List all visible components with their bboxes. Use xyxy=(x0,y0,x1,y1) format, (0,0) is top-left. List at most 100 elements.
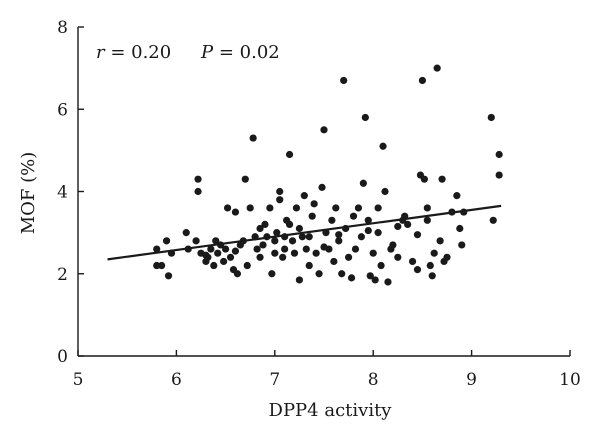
data-point xyxy=(212,237,220,245)
data-point xyxy=(268,270,276,278)
data-point xyxy=(220,257,228,266)
data-point xyxy=(433,64,441,72)
data-point xyxy=(226,253,235,261)
data-point xyxy=(300,192,308,200)
data-point xyxy=(214,249,222,257)
y-tick-label: 8 xyxy=(57,18,68,38)
x-tick-label: 9 xyxy=(466,370,477,390)
data-point xyxy=(318,183,326,191)
axes xyxy=(77,27,570,357)
data-point xyxy=(310,200,318,208)
data-point xyxy=(340,76,348,85)
data-point xyxy=(194,175,202,183)
x-tick-label: 8 xyxy=(368,370,379,390)
data-point xyxy=(153,245,161,253)
data-point xyxy=(351,245,360,253)
data-point xyxy=(202,251,210,259)
data-point xyxy=(377,261,385,270)
data-point xyxy=(345,253,353,261)
data-point xyxy=(332,204,340,212)
data-point xyxy=(357,233,365,241)
data-point xyxy=(361,113,369,122)
data-point xyxy=(335,237,343,245)
data-point xyxy=(210,261,218,270)
data-point xyxy=(249,134,257,142)
x-axis-title: DPP4 activity xyxy=(269,400,393,421)
data-point xyxy=(374,229,382,237)
data-point xyxy=(271,249,279,257)
data-point xyxy=(389,241,397,249)
data-point xyxy=(320,243,328,251)
data-point xyxy=(369,249,377,257)
data-point xyxy=(366,272,374,280)
data-point xyxy=(273,229,281,237)
x-tick-label: 7 xyxy=(269,370,280,390)
data-point xyxy=(279,253,287,261)
data-point xyxy=(328,216,336,224)
data-point xyxy=(379,142,387,150)
data-point xyxy=(285,150,294,159)
data-point xyxy=(335,231,343,239)
data-point xyxy=(394,222,402,231)
data-point xyxy=(404,220,412,228)
data-point xyxy=(259,241,267,249)
data-point xyxy=(305,261,313,270)
data-point xyxy=(315,270,323,278)
data-point xyxy=(288,237,297,245)
r-symbol: r xyxy=(96,42,106,63)
y-tick-label: 2 xyxy=(57,265,68,285)
data-point xyxy=(241,175,249,183)
p-value-annotation: P = 0.02 xyxy=(200,42,280,63)
data-point xyxy=(426,261,434,270)
data-point xyxy=(243,261,251,270)
data-point xyxy=(256,253,264,261)
data-point xyxy=(495,150,503,159)
data-point xyxy=(456,224,464,233)
data-point xyxy=(330,257,338,266)
data-point xyxy=(408,257,417,266)
data-point xyxy=(430,249,438,257)
correlation-annotation: r = 0.20 xyxy=(96,42,171,63)
data-point xyxy=(312,249,320,257)
data-point xyxy=(384,278,392,286)
data-point xyxy=(428,272,436,280)
data-point xyxy=(223,204,232,212)
data-point xyxy=(338,270,346,278)
data-point xyxy=(290,249,299,257)
y-tick-label: 6 xyxy=(57,100,68,120)
data-point xyxy=(364,226,372,235)
data-point xyxy=(271,237,279,245)
data-point xyxy=(233,270,242,278)
data-point xyxy=(261,220,269,228)
data-point xyxy=(495,171,503,179)
data-point xyxy=(374,204,382,212)
data-point xyxy=(413,231,422,239)
data-point xyxy=(436,237,444,245)
data-point xyxy=(276,196,284,204)
y-axis-title: MOF (%) xyxy=(18,152,39,235)
data-point xyxy=(182,229,190,237)
data-point xyxy=(413,266,422,274)
data-point xyxy=(438,175,446,183)
data-point xyxy=(285,220,294,228)
data-point xyxy=(256,224,264,233)
data-point xyxy=(381,187,389,196)
data-point xyxy=(359,179,367,187)
data-point xyxy=(253,245,261,253)
data-point xyxy=(194,187,202,196)
data-point xyxy=(364,216,372,224)
p-symbol: P xyxy=(200,42,214,63)
p-value: = 0.02 xyxy=(213,42,280,63)
data-point xyxy=(207,245,215,253)
r-value: = 0.20 xyxy=(105,42,172,63)
data-point xyxy=(231,208,240,216)
x-ticks: 5 6 7 8 9 10 xyxy=(73,350,581,390)
data-point xyxy=(281,245,289,253)
data-point xyxy=(394,253,402,261)
data-point xyxy=(349,212,358,220)
data-point xyxy=(246,204,254,212)
y-tick-label: 4 xyxy=(57,183,68,203)
data-point xyxy=(418,76,426,85)
data-point xyxy=(302,245,310,253)
